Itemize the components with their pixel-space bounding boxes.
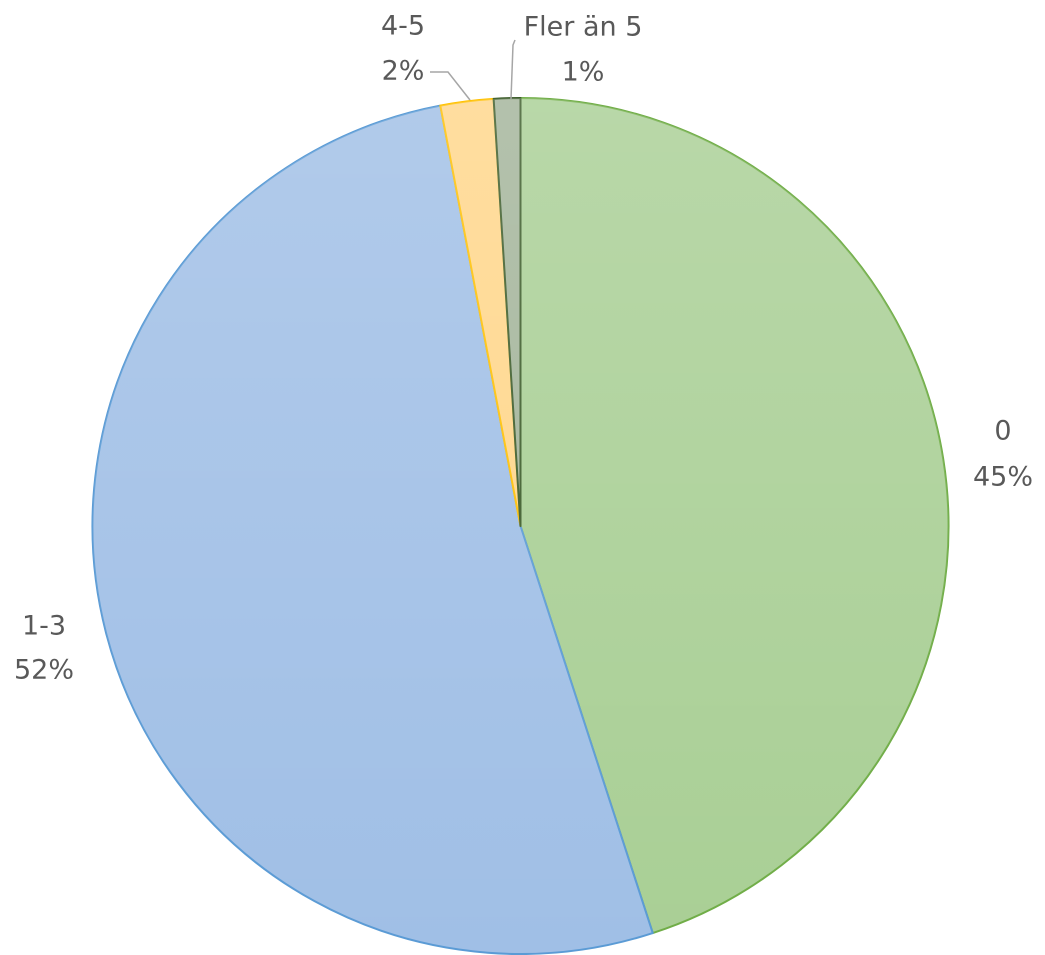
slice-category-label: 4-5	[381, 11, 425, 42]
slice-value-label: 45%	[973, 462, 1033, 493]
leader-line	[510, 39, 516, 100]
slice-category-label: 0	[994, 416, 1011, 447]
leader-line	[430, 71, 471, 101]
slice-value-label: 2%	[382, 56, 425, 87]
slice-value-label: 1%	[562, 57, 605, 88]
slice-category-label: Fler än 5	[524, 12, 643, 43]
slice-value-label: 52%	[14, 655, 74, 686]
slice-category-label: 1-3	[22, 611, 66, 642]
